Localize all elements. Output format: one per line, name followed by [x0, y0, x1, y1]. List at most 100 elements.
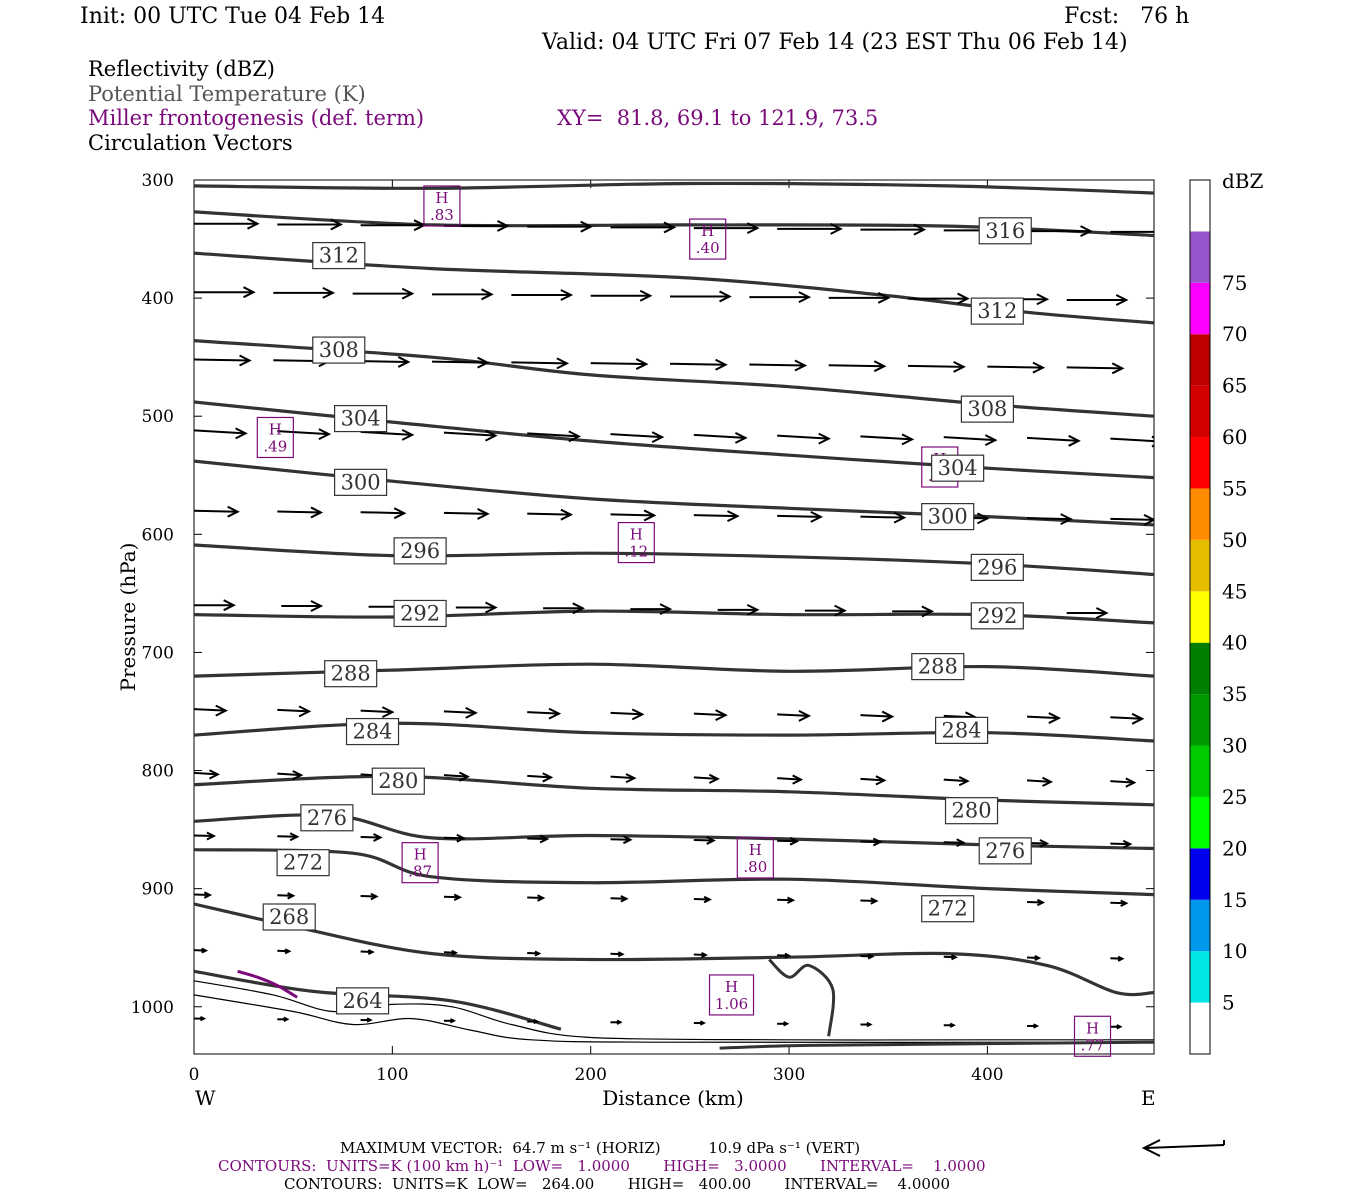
circulation-vector-head [1036, 293, 1050, 306]
colorbar-level-label: 25 [1222, 785, 1247, 809]
circulation-vector-head [465, 706, 478, 719]
theta-contour-label: 308 [319, 338, 359, 362]
colorbar-level-label: 50 [1222, 528, 1247, 552]
circulation-vector [693, 898, 710, 901]
circulation-vector-head [1032, 361, 1046, 374]
theta-label-box [300, 804, 354, 832]
circulation-vector-head [798, 709, 812, 722]
circulation-vector-head [322, 287, 336, 299]
theta-label-box [371, 767, 425, 795]
circulation-vector-head [703, 895, 712, 904]
frontogenesis-contour [237, 969, 298, 999]
circulation-vector [860, 840, 881, 843]
circulation-vector-head [580, 220, 593, 233]
frontogenesis-max-marker: H [630, 526, 643, 544]
circulation-vector-head [292, 770, 304, 781]
circulation-vector [1110, 780, 1135, 784]
circulation-vector-head [1115, 294, 1129, 306]
circulation-vector [360, 835, 381, 839]
colorbar-level-label: 70 [1222, 322, 1247, 346]
circulation-vector-head [209, 769, 221, 780]
colorbar-level-label: 35 [1222, 682, 1247, 706]
frontogenesis-max-value: .49 [263, 437, 287, 455]
circulation-vector [527, 837, 548, 840]
colorbar-segment [1190, 488, 1210, 540]
circulation-vector-head [792, 774, 804, 785]
theta-contour-label: 272 [928, 897, 968, 921]
circulation-vector-head [873, 360, 887, 373]
y-tick-label: 400 [142, 289, 174, 309]
x-tick-label: 100 [376, 1065, 408, 1085]
circulation-vector-head [622, 835, 633, 845]
circulation-vector [1027, 900, 1043, 904]
colorbar-level-label: 30 [1222, 734, 1247, 758]
theta-contour-label: 280 [378, 769, 418, 793]
circulation-vector [277, 894, 294, 897]
theta-contour-label: 284 [942, 718, 982, 742]
circulation-vector [360, 709, 393, 714]
frontogenesis-max-box [708, 974, 755, 1016]
frontogenesis-max-box [736, 837, 774, 879]
circulation-vector [860, 777, 885, 782]
circulation-vector-head [976, 512, 990, 525]
circulation-vector-head [477, 508, 490, 520]
circulation-vector-head [572, 602, 585, 615]
theta-label-box [276, 849, 330, 877]
x-axis-label: Distance (km) [602, 1086, 744, 1110]
circulation-vector-head [568, 430, 582, 443]
circulation-vector-head [834, 604, 847, 617]
circulation-vector-head [370, 892, 379, 901]
theta-contour-272 [194, 848, 1154, 897]
theta-contour-label: 284 [352, 720, 392, 744]
colorbar-segment [1190, 1002, 1210, 1054]
circulation-vector-head [1036, 898, 1046, 907]
theta-contour-label: 276 [307, 806, 347, 830]
circulation-vector-head [818, 432, 831, 445]
circulation-vector-head [298, 705, 312, 718]
frontogenesis-max-value: 1.06 [715, 995, 748, 1013]
theta-contour-label: 292 [400, 601, 440, 625]
circulation-vector [777, 839, 798, 843]
circulation-vector-head [367, 949, 375, 956]
circulation-vector-head [203, 891, 213, 899]
circulation-vector-head [639, 289, 653, 302]
circulation-vector [610, 433, 663, 439]
theta-contour-labels: 316 312 312 308 308 304 304 300 300 296 296 292 292 2… [262, 217, 1032, 1015]
colorbar-segment [1190, 591, 1210, 643]
circulation-vector-head [913, 223, 927, 236]
colorbar-segment [1190, 796, 1210, 849]
circulation-vector [194, 834, 214, 837]
circulation-vector [1110, 716, 1143, 720]
colorbar-segment [1190, 180, 1210, 232]
circulation-vector-head [477, 356, 490, 369]
colorbar-segment [1190, 848, 1210, 900]
east-label: E [1141, 1086, 1156, 1110]
theta-contour-label: 296 [977, 555, 1017, 579]
circulation-vector-head [401, 428, 415, 441]
colorbar-frame [1189, 179, 1211, 1055]
colorbar-segment [1190, 334, 1210, 386]
circulation-vector [943, 778, 968, 783]
circulation-vector-head [542, 772, 554, 783]
circulation-vector-head [453, 893, 463, 901]
circulation-vector-head [235, 427, 248, 440]
theta-contour-label: 312 [319, 244, 359, 268]
terrain-line [194, 994, 1154, 1043]
circulation-vector [828, 364, 885, 368]
frontogenesis-max-box [617, 521, 655, 564]
circulation-vector-head [243, 286, 256, 299]
circulation-vector-head [867, 953, 875, 960]
circulation-vector [943, 436, 996, 442]
circulation-vector-head [651, 431, 665, 444]
circulation-vector-head [870, 897, 879, 905]
frontogenesis-max-value: .12 [624, 543, 648, 561]
circulation-vector [277, 835, 298, 838]
theta-label-box [262, 903, 316, 931]
y-tick-label: 700 [142, 643, 174, 663]
circulation-vector [777, 713, 809, 717]
theta-contour-label: 304 [938, 456, 978, 480]
circulation-vector-head [958, 776, 970, 787]
circulation-vector-head [560, 289, 574, 301]
